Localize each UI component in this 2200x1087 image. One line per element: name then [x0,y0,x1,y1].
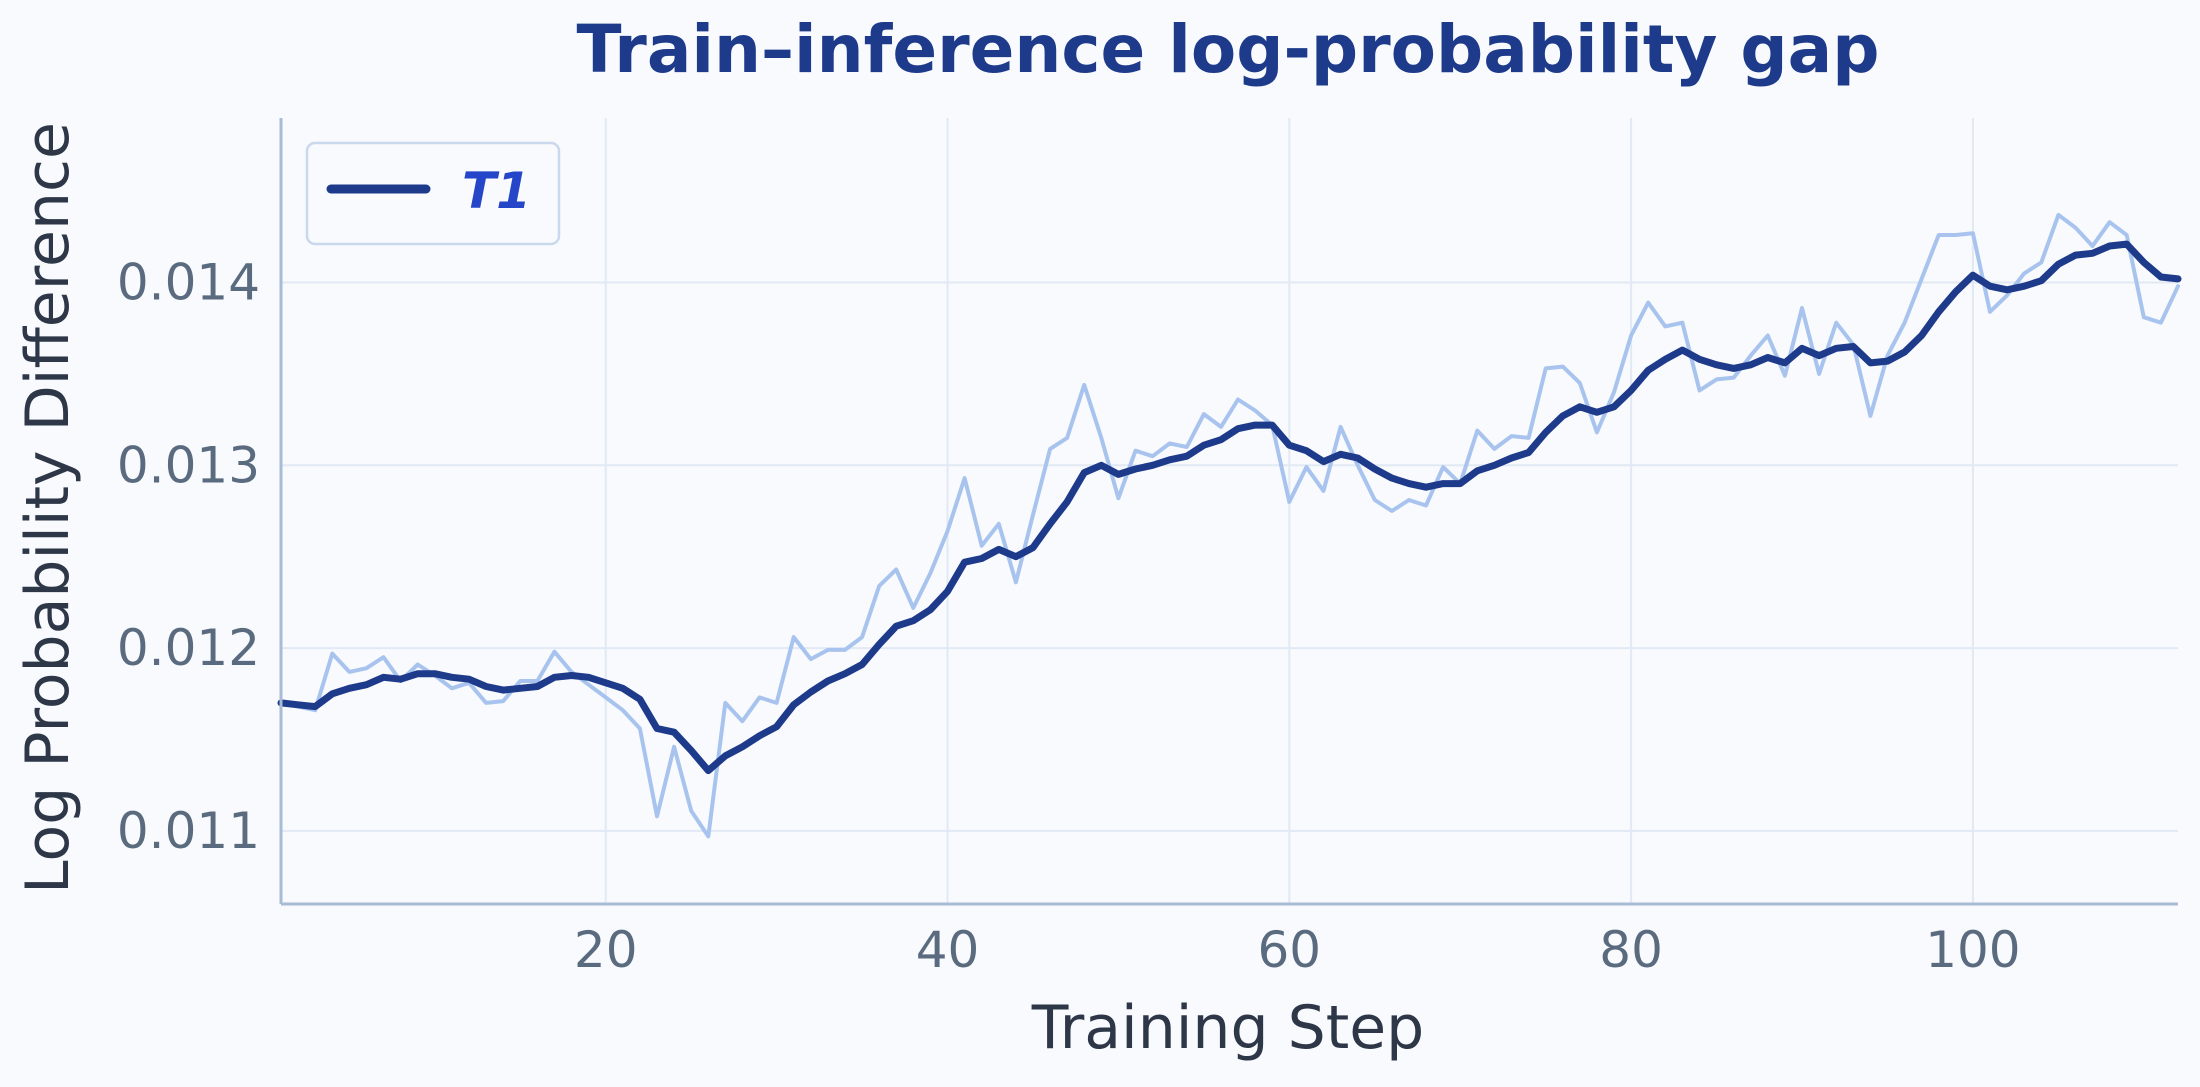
x-tick-label: 20 [574,921,638,979]
tick-labels: 20 40 60 80 100 0.011 0.012 0.013 0.014 [117,254,2021,979]
x-axis-label: Training Step [1031,993,1424,1063]
x-tick-label: 40 [916,921,980,979]
legend-box [305,141,561,246]
series-line-t1 [277,240,2182,775]
series-line-raw [279,212,2180,839]
legend: T1 [305,141,561,246]
legend-label-t1: T1 [462,162,531,220]
axes [279,118,2178,906]
x-tick-label: 80 [1599,921,1663,979]
grid-lines [281,118,2178,904]
series-layer [277,212,2182,839]
y-tick-label: 0.012 [117,619,260,677]
y-tick-label: 0.013 [117,436,260,494]
y-axis-label: Log Probability Difference [13,122,83,894]
x-tick-label: 100 [1925,921,2020,979]
y-tick-label: 0.011 [117,802,260,860]
y-tick-label: 0.014 [117,254,260,312]
chart-title: Train–inference log-probability gap [577,11,1880,88]
x-tick-label: 60 [1258,921,1322,979]
